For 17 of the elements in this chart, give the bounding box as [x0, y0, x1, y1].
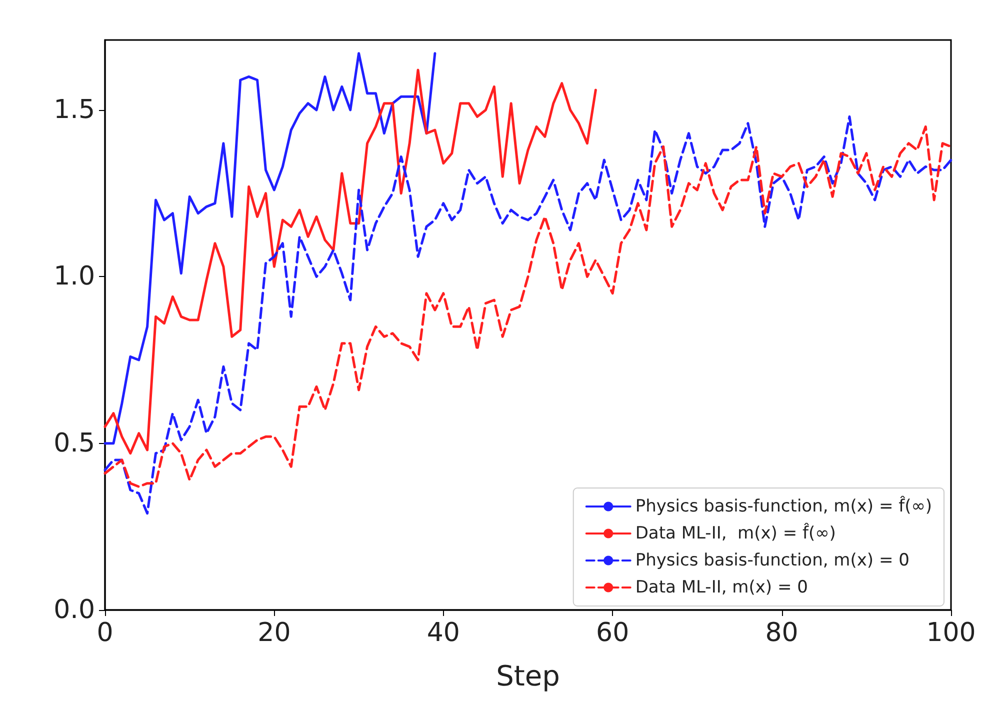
x-tick-label: 60 [596, 618, 630, 648]
x-tick-label: 0 [96, 618, 114, 648]
line-series [104, 52, 436, 445]
legend-label: Physics basis-function, m(x) = f̂(∞) [635, 495, 932, 516]
x-tick-label: 40 [426, 618, 460, 648]
y-tick-label: 1.0 [54, 262, 95, 292]
y-tick-label: 0.0 [54, 595, 95, 625]
y-tick-label: 0.5 [54, 428, 95, 458]
line-series [104, 68, 597, 455]
x-tick-label: 20 [258, 618, 291, 648]
legend-label: Data ML-II, m(x) = 0 [635, 578, 808, 598]
legend-label: Data ML-II, m(x) = f̂(∞) [635, 522, 836, 544]
x-tick-label: 80 [765, 618, 798, 648]
y-tick-label: 1.5 [54, 95, 95, 125]
x-axis-title: Step [496, 660, 560, 692]
legend-label: Physics basis-function, m(x) = 0 [635, 550, 910, 570]
x-tick-label: 100 [926, 618, 976, 648]
